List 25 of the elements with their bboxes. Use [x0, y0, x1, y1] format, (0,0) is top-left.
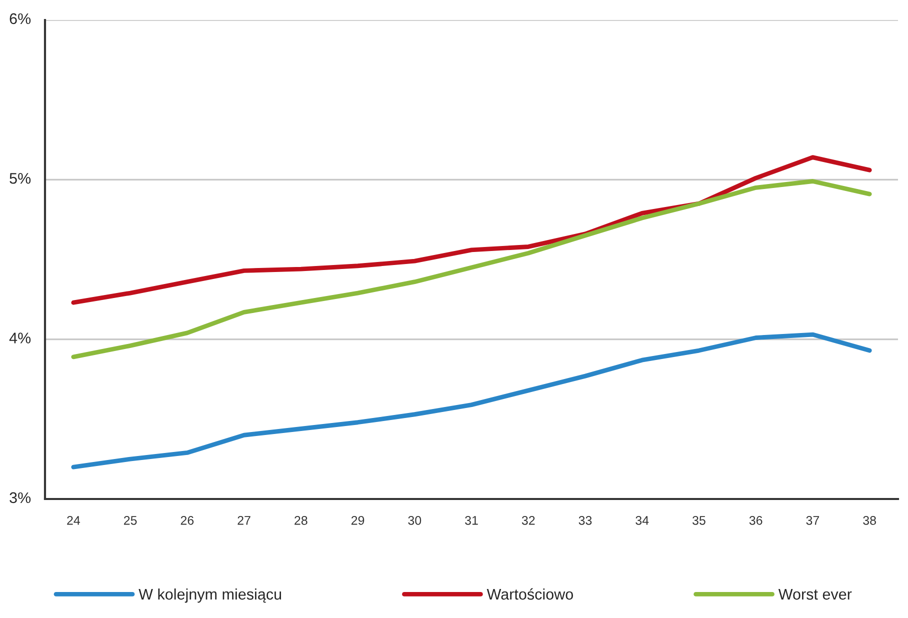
line-series: [71, 179, 872, 360]
x-tick-label: 24: [67, 516, 80, 525]
x-tick-label: 28: [294, 516, 308, 525]
y-tick-label: 6%: [10, 13, 31, 24]
y-tick-label: 3%: [10, 492, 31, 504]
x-tick-label: 34: [636, 516, 649, 525]
x-tick-label: 35: [692, 516, 706, 525]
line-series: [71, 332, 872, 470]
x-tick-label: 27: [238, 516, 250, 525]
x-tick-label: 31: [465, 516, 478, 525]
x-tick-label: 26: [180, 516, 194, 525]
y-tick-label: 4%: [9, 332, 31, 344]
y-tick-label: 5%: [10, 173, 31, 184]
x-tick-label: 29: [351, 516, 364, 525]
x-tick-label: 33: [578, 516, 592, 525]
line-series: [71, 155, 872, 305]
legend-label: Worst ever: [778, 589, 852, 600]
x-tick-label: 32: [522, 516, 535, 525]
legend-label: W kolejnym miesiącu: [138, 588, 282, 603]
x-tick-label: 38: [863, 516, 876, 525]
x-tick-label: 25: [124, 516, 137, 525]
x-tick-label: 37: [806, 516, 820, 525]
legend-label: Wartościowo: [486, 588, 573, 600]
x-tick-label: 36: [749, 516, 762, 525]
x-tick-label: 30: [408, 516, 422, 525]
